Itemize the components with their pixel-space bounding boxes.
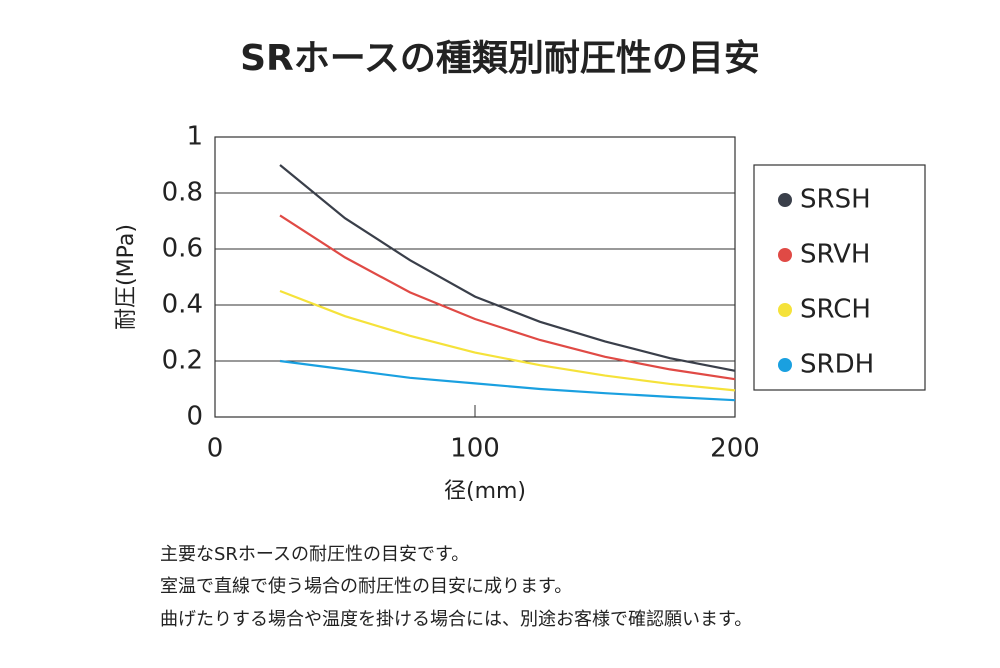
chart-title: SRホースの種類別耐圧性の目安 <box>240 38 760 79</box>
y-tick-label: 1 <box>186 122 203 152</box>
legend-label: SRDH <box>800 350 874 380</box>
y-tick-label: 0.6 <box>162 234 203 264</box>
x-tick-label: 200 <box>710 434 760 464</box>
legend-label: SRSH <box>800 185 871 215</box>
legend-label: SRVH <box>800 240 870 270</box>
series-line <box>279 289 736 392</box>
y-tick-label: 0.2 <box>162 346 203 376</box>
note: 曲げたりする場合や温度を掛ける場合には、別途お客様で確認願います。 <box>160 609 752 630</box>
note: 室温で直線で使う場合の耐圧性の目安に成ります。 <box>160 576 572 597</box>
legend-marker <box>778 358 792 372</box>
x-axis-label: 径(mm) <box>444 479 526 504</box>
x-tick-label: 100 <box>450 434 500 464</box>
series-line <box>279 214 736 381</box>
legend-marker <box>778 303 792 317</box>
note: 主要なSRホースの耐圧性の目安です。 <box>160 544 469 565</box>
plot-frame <box>214 136 736 418</box>
legend-label: SRCH <box>800 295 871 325</box>
series-line <box>279 359 736 402</box>
y-tick-label: 0 <box>186 402 203 432</box>
legend-box <box>753 164 926 391</box>
y-axis-label: 耐圧(MPa) <box>114 224 139 330</box>
legend-marker <box>778 248 792 262</box>
y-tick-label: 0.4 <box>162 290 203 320</box>
series-line <box>279 164 736 372</box>
y-tick-label: 0.8 <box>162 178 203 208</box>
x-tick-label: 0 <box>207 434 224 464</box>
legend-marker <box>778 193 792 207</box>
